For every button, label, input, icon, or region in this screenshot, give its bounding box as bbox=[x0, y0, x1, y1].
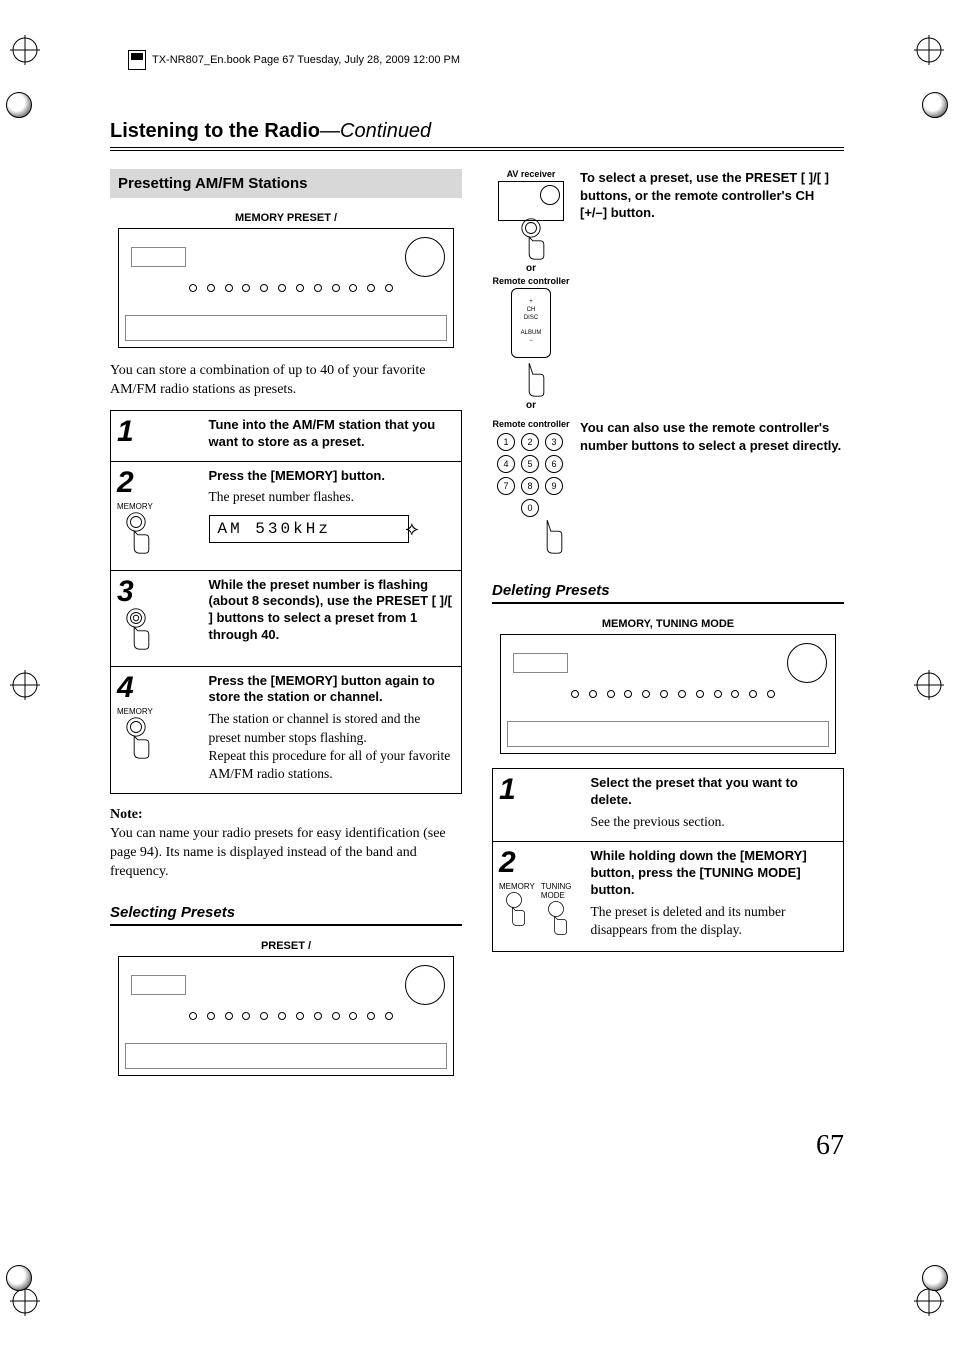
book-header: TX-NR807_En.book Page 67 Tuesday, July 2… bbox=[128, 50, 844, 70]
keypad-digit: 3 bbox=[545, 433, 563, 451]
step-number: 1 bbox=[499, 775, 579, 805]
register-mark bbox=[6, 1265, 32, 1291]
hand-press-icon bbox=[117, 716, 155, 760]
remote-controller-label: Remote controller bbox=[492, 276, 570, 286]
step-detail: The preset is deleted and its number dis… bbox=[591, 903, 838, 939]
number-keypad-icon: 1 2 3 4 5 6 7 8 9 0 bbox=[492, 433, 570, 517]
step-number: 2 bbox=[117, 468, 197, 498]
right-column: AV receiver or Remote controller + CH DI… bbox=[492, 169, 844, 1090]
hand-press-icon bbox=[117, 511, 155, 555]
keypad-digit: 5 bbox=[521, 455, 539, 473]
step-instruction: Press the [MEMORY] button. bbox=[209, 468, 456, 485]
page-number: 67 bbox=[110, 1130, 844, 1162]
step-number: 1 bbox=[117, 417, 197, 447]
select-preset-text: To select a preset, use the PRESET [ ]/[… bbox=[580, 169, 844, 413]
note-text: You can name your radio presets for easy… bbox=[110, 826, 446, 879]
or-label: or bbox=[492, 400, 570, 411]
step-instruction: While the preset number is flashing (abo… bbox=[209, 577, 456, 645]
keypad-digit: 9 bbox=[545, 477, 563, 495]
crop-mark bbox=[914, 1286, 944, 1316]
left-column: Presetting AM/FM Stations MEMORY PRESET … bbox=[110, 169, 462, 1090]
step-instruction: Select the preset that you want to delet… bbox=[591, 775, 838, 809]
step-button-label: MEMORY bbox=[117, 707, 197, 716]
numpad-text: You can also use the remote controller's… bbox=[580, 419, 844, 560]
keypad-digit: 7 bbox=[497, 477, 515, 495]
step-button-label: MEMORY bbox=[117, 502, 197, 511]
step-instruction: While holding down the [MEMORY] button, … bbox=[591, 848, 838, 899]
hand-press-icon bbox=[117, 607, 155, 651]
flash-indicator-icon: ⟡ bbox=[405, 518, 421, 542]
mini-receiver-icon bbox=[498, 181, 564, 221]
file-icon bbox=[128, 50, 146, 70]
presetting-steps-table: 1 Tune into the AM/FM station that you w… bbox=[110, 410, 462, 794]
step-button-label: MEMORY bbox=[499, 882, 535, 891]
step-detail: See the previous section. bbox=[591, 813, 838, 831]
step-number: 2 bbox=[499, 848, 579, 878]
step-number: 3 bbox=[117, 577, 197, 607]
diagram-label-memory-preset: MEMORY PRESET / bbox=[110, 212, 462, 224]
subheader-deleting-presets: Deleting Presets bbox=[492, 582, 844, 604]
page-title: Listening to the Radio—Continued bbox=[110, 120, 844, 151]
lcd-display: AM 530kHz ⟡ bbox=[209, 515, 409, 543]
hand-press-icon bbox=[512, 354, 550, 398]
deleting-steps-table: 1 Select the preset that you want to del… bbox=[492, 768, 844, 952]
receiver-diagram bbox=[118, 228, 454, 348]
keypad-digit: 4 bbox=[497, 455, 515, 473]
subheader-selecting-presets: Selecting Presets bbox=[110, 904, 462, 926]
step-detail: The preset number flashes. bbox=[209, 488, 456, 506]
mini-remote-icon: + CH DISC ALBUM − bbox=[511, 288, 551, 358]
keypad-digit: 1 bbox=[497, 433, 515, 451]
keypad-digit: 8 bbox=[521, 477, 539, 495]
step-row: 1 Select the preset that you want to del… bbox=[493, 769, 844, 842]
intro-text: You can store a combination of up to 40 … bbox=[110, 362, 462, 400]
page-title-continued: —Continued bbox=[320, 120, 431, 142]
book-header-text: TX-NR807_En.book Page 67 Tuesday, July 2… bbox=[152, 54, 460, 66]
receiver-diagram bbox=[118, 956, 454, 1076]
step-row: 3 While the preset number is flashing (a… bbox=[111, 570, 462, 666]
register-mark bbox=[922, 1265, 948, 1291]
keypad-digit: 2 bbox=[521, 433, 539, 451]
step-instruction: Press the [MEMORY] button again to store… bbox=[209, 673, 456, 707]
step-number: 4 bbox=[117, 673, 197, 703]
hand-press-icon bbox=[512, 217, 550, 261]
numpad-block: Remote controller 1 2 3 4 5 6 7 8 9 0 bbox=[492, 419, 844, 560]
av-receiver-label: AV receiver bbox=[492, 169, 570, 179]
section-header-presetting: Presetting AM/FM Stations bbox=[110, 169, 462, 198]
note-label: Note: bbox=[110, 807, 143, 822]
step-row: 2 MEMORY Press the [MEMORY] button. The … bbox=[111, 461, 462, 570]
hand-press-icon bbox=[530, 511, 568, 555]
or-label: or bbox=[492, 263, 570, 274]
diagram-label-preset: PRESET / bbox=[110, 940, 462, 952]
crop-mark bbox=[10, 1286, 40, 1316]
remote-controller-label: Remote controller bbox=[492, 419, 570, 429]
step-button-label: TUNING MODE bbox=[541, 882, 579, 900]
receiver-diagram bbox=[500, 634, 836, 754]
step-detail: The station or channel is stored and the… bbox=[209, 710, 456, 783]
step-instruction: Tune into the AM/FM station that you wan… bbox=[209, 417, 456, 451]
hand-press-icon bbox=[541, 900, 571, 936]
hand-press-icon bbox=[499, 891, 529, 927]
lcd-text: AM 530kHz bbox=[218, 520, 331, 538]
select-preset-block: AV receiver or Remote controller + CH DI… bbox=[492, 169, 844, 413]
diagram-label-memory-tuning: MEMORY, TUNING MODE bbox=[492, 618, 844, 630]
step-row: 2 MEMORY TUNING MODE bbox=[493, 842, 844, 952]
step-row: 4 MEMORY Press the [MEMORY] button again… bbox=[111, 666, 462, 794]
keypad-digit: 6 bbox=[545, 455, 563, 473]
step-row: 1 Tune into the AM/FM station that you w… bbox=[111, 410, 462, 461]
page-title-main: Listening to the Radio bbox=[110, 120, 320, 142]
